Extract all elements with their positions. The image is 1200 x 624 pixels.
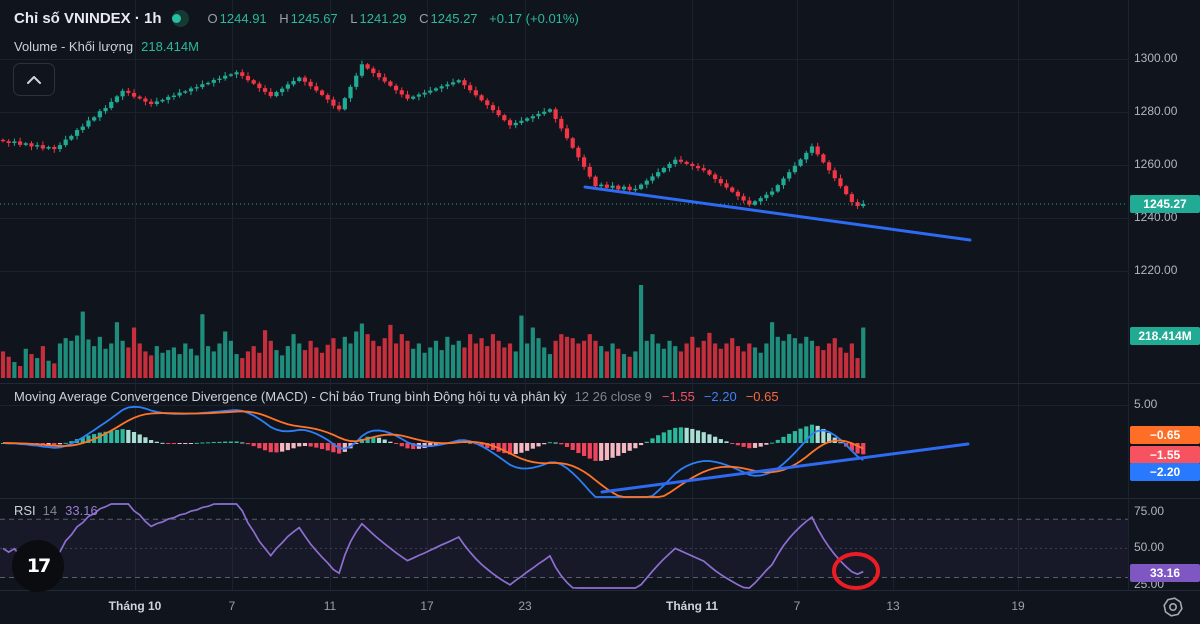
time-label-day: 7 (793, 599, 801, 613)
time-label-day: 7 (228, 599, 236, 613)
time-label-day: 23 (518, 599, 532, 613)
price-scale[interactable]: 1300.00 1280.00 1260.00 1240.00 1220.00 5.00 7… (1128, 0, 1200, 591)
close-value: 1245.27 (430, 11, 478, 26)
time-label-day: 11 (323, 599, 337, 613)
macd-legend[interactable]: Moving Average Convergence Divergence (M… (14, 389, 779, 404)
open-label: O (207, 11, 218, 26)
macd-params: 12 26 close 9 (574, 389, 652, 404)
time-label-day: 17 (420, 599, 434, 613)
macd-line-value: −2.20 (703, 389, 737, 404)
price-tick-label: 1260.00 (1134, 157, 1178, 171)
low-label: L (350, 11, 358, 26)
macd-signal-value: −0.65 (745, 389, 779, 404)
rsi-tick-label: 50.00 (1134, 540, 1165, 555)
price-tick-label: 1240.00 (1134, 210, 1178, 224)
rsi-tick-label: 75.00 (1134, 504, 1165, 518)
volume-value: 218.414M (141, 39, 199, 54)
macd-badge-0: −0.65 (1130, 426, 1200, 444)
macd-tick-label: 5.00 (1134, 397, 1158, 411)
macd-badge-2: −2.20 (1130, 463, 1200, 481)
time-label-month: Tháng 11 (665, 599, 719, 613)
close-label: C (419, 11, 429, 26)
low-value: 1241.29 (359, 11, 407, 26)
rsi-legend[interactable]: RSI 14 33.16 (14, 503, 98, 518)
volume-label: Volume - Khối lượng (14, 39, 134, 54)
rsi-circle-annotation (832, 552, 880, 590)
last-price-badge: 1245.27 (1130, 195, 1200, 214)
price-trendline (583, 185, 972, 242)
high-value: 1245.67 (290, 11, 338, 26)
macd-hist-value: −1.55 (661, 389, 695, 404)
rsi-badge: 33.16 (1130, 563, 1200, 582)
macd-title: Moving Average Convergence Divergence (M… (14, 389, 567, 404)
time-label-day: 19 (1011, 599, 1025, 613)
volume-badge: 218.414M (1130, 327, 1200, 345)
collapse-pane-button[interactable] (13, 63, 55, 96)
time-scale[interactable]: Tháng 10 7 11 17 23 Tháng 11 7 13 19 (0, 590, 1200, 624)
symbol-title: Chỉ số VNINDEX · 1h (14, 10, 162, 27)
open-value: 1244.91 (219, 11, 267, 26)
change-value: +0.17 (+0.01%) (489, 11, 579, 26)
macd-trendline (600, 442, 970, 494)
macd-badge-1: −1.55 (1130, 446, 1200, 464)
rsi-param: 14 (42, 503, 58, 518)
time-label-day: 13 (886, 599, 900, 613)
rsi-value: 33.16 (65, 503, 98, 518)
price-tick-label: 1300.00 (1134, 51, 1178, 65)
tradingview-logo[interactable]: 17 (12, 540, 64, 592)
ohlc-values: O 1244.91 H 1245.67 L 1241.29 C 1245.27 +0.1… (199, 11, 579, 26)
market-status-icon[interactable] (171, 10, 189, 27)
price-tick-label: 1220.00 (1134, 263, 1178, 277)
time-label-month: Tháng 10 (108, 599, 162, 613)
volume-legend[interactable]: Volume - Khối lượng 218.414M (14, 39, 199, 54)
chevron-up-icon (27, 75, 41, 84)
price-tick-label: 1280.00 (1134, 104, 1178, 118)
high-label: H (279, 11, 289, 26)
time-scale-settings-icon[interactable] (1162, 596, 1184, 618)
rsi-label: RSI (14, 503, 36, 518)
